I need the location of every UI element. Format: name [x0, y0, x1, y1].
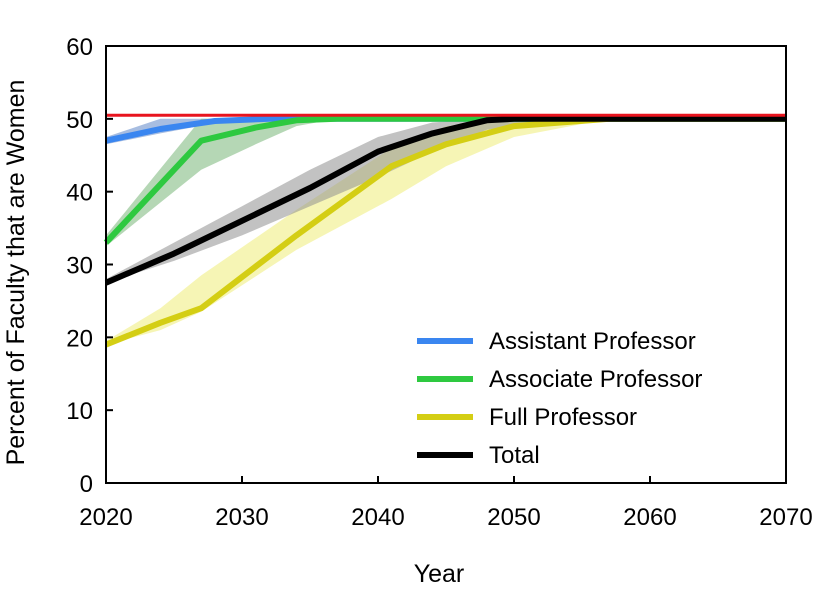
associate-professor-line — [103, 115, 786, 245]
assistant-professor-legend-label: Assistant Professor — [489, 328, 696, 355]
x-tick-label: 2020 — [79, 504, 132, 531]
y-tick-label: 0 — [80, 471, 93, 498]
x-tick-label: 2030 — [215, 504, 268, 531]
axis-ticks — [105, 45, 787, 484]
x-axis-title: Year — [414, 560, 465, 588]
full-professor-band — [106, 118, 786, 345]
series-lines — [103, 115, 786, 348]
confidence-bands — [106, 118, 786, 345]
y-tick-labels: 0 10 20 30 40 50 60 — [66, 34, 93, 498]
full-professor-legend-label: Full Professor — [489, 404, 637, 431]
x-tick-label: 2070 — [759, 504, 812, 531]
total-line — [104, 115, 786, 286]
y-tick-label: 50 — [66, 107, 93, 134]
x-tick-label: 2040 — [351, 504, 404, 531]
y-tick-label: 30 — [66, 253, 93, 280]
associate-professor-legend-label: Associate Professor — [489, 366, 702, 393]
y-axis-title: Percent of Faculty that are Women — [2, 80, 30, 466]
y-tick-label: 60 — [66, 34, 93, 61]
x-tick-label: 2060 — [623, 504, 676, 531]
legend: Assistant Professor Associate Professor Fu… — [417, 328, 702, 469]
y-tick-label: 20 — [66, 325, 93, 352]
x-tick-labels: 2020 2030 2040 2050 2060 2070 — [79, 504, 812, 531]
x-tick-label: 2050 — [487, 504, 540, 531]
y-tick-label: 10 — [66, 398, 93, 425]
y-tick-label: 40 — [66, 180, 93, 207]
assistant-professor-band — [106, 118, 786, 145]
total-legend-label: Total — [489, 442, 540, 469]
